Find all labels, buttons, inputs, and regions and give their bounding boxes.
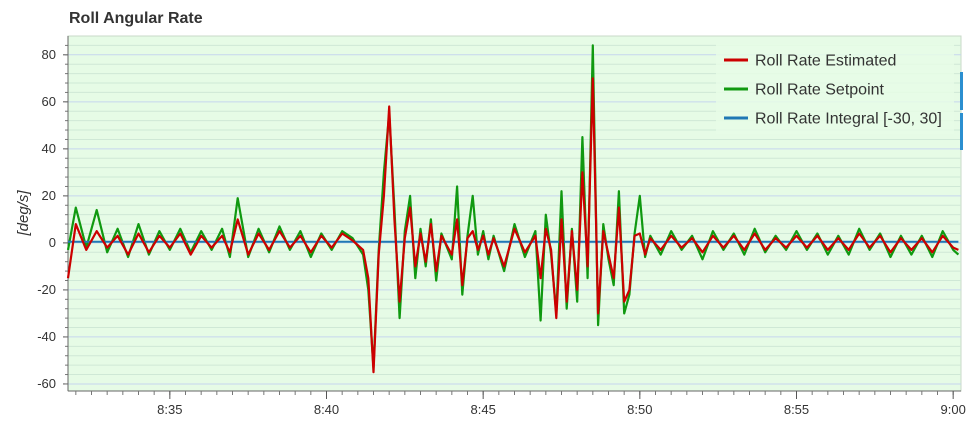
x-axis: 8:35 8:40 8:45 8:50 8:55 9:00 <box>68 390 966 417</box>
scroll-indicator[interactable] <box>960 72 963 150</box>
y-axis-label: [deg/s] <box>15 190 32 237</box>
chart-title: Roll Angular Rate <box>69 10 203 27</box>
x-tick-label: 8:45 <box>471 402 496 417</box>
y-tick-label: -60 <box>37 376 56 391</box>
series-layer <box>66 44 960 374</box>
legend-background <box>716 44 954 134</box>
x-tick-label: 8:35 <box>157 402 182 417</box>
x-tick-label: 8:55 <box>784 402 809 417</box>
y-tick-label: -40 <box>37 329 56 344</box>
legend-label: Roll Rate Estimated <box>755 53 896 70</box>
x-tick-label: 8:50 <box>627 402 652 417</box>
y-tick-label: -20 <box>37 282 56 297</box>
y-tick-label: 0 <box>49 235 56 250</box>
y-tick-label: 20 <box>42 188 56 203</box>
y-tick-label: 40 <box>42 141 56 156</box>
legend-label: Roll Rate Setpoint <box>755 82 885 99</box>
legend-label: Roll Rate Integral [-30, 30] <box>755 111 942 128</box>
series-line-0 <box>66 77 959 374</box>
grid-layer <box>68 44 961 385</box>
legend: Roll Rate Estimated Roll Rate Setpoint Rol… <box>716 44 954 134</box>
x-tick-label: 8:40 <box>314 402 339 417</box>
x-tick-label: 9:00 <box>941 402 966 417</box>
y-tick-label: 60 <box>42 94 56 109</box>
y-axis: 80 60 40 20 0 -20 -40 -60 <box>37 36 69 391</box>
y-tick-label: 80 <box>42 47 56 62</box>
